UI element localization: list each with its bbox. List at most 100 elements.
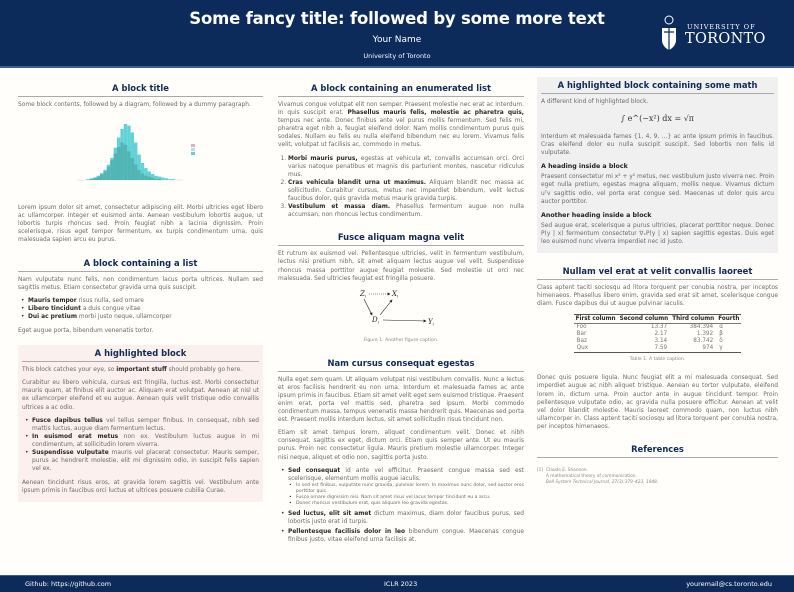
paragraph: This block catches your eye, so importan… <box>22 367 243 374</box>
data-table: First column Second column Third column Fou… <box>573 314 742 354</box>
figure-block: Fusce aliquam magna velit Et rutrum ex e… <box>278 229 524 343</box>
hist-bar-overlay <box>96 176 100 181</box>
hist-bar-overlay <box>99 174 103 181</box>
hist-bar <box>150 174 154 181</box>
author-name: Your Name <box>372 35 422 45</box>
hist-bar-overlay <box>123 144 127 181</box>
hist-bar-overlay <box>102 171 107 181</box>
table-row: Foo 13.37 384.394 α <box>576 324 723 331</box>
block-heading: References <box>537 444 778 458</box>
block-heading: A highlighted block containing some math <box>541 80 774 94</box>
node-x: Xi <box>391 290 399 299</box>
paragraph: Interdum et malesuada fames {1, 4, 9, …}… <box>541 134 774 157</box>
sub-list-item: Donec rhoncus vestibulum erat, quis aliq… <box>289 501 524 507</box>
references-block: References [1] Claude E. Shannon. A math… <box>537 441 778 486</box>
table-row: Qux 7.59 974 γ <box>573 345 742 354</box>
list-item: Libero tincidunt a duis congue vitae <box>21 305 263 313</box>
list-item: In euismod erat metus non ex. Vestibulum… <box>25 433 259 449</box>
figure-caption: Figure 1. Another figure caption. <box>363 337 439 343</box>
list-item: Pellentesque facilisis dolor in leo bibe… <box>281 528 524 544</box>
list-item: Dui ac pretium morbi justo neque, ullamc… <box>21 313 263 321</box>
list-item: Fusce dapibus tellus vel tellus semper f… <box>25 417 259 433</box>
paragraph: Et rutrum ex euismod vel. Pellentesque u… <box>278 251 524 282</box>
list-item: Mauris tempor risus nulla, sed ornare <box>21 297 263 305</box>
poster-title: Some fancy title: followed by some more … <box>189 9 605 28</box>
list-item: Suspendisse vulputate mauris vel placera… <box>25 449 259 473</box>
nested-list-block: Nam cursus consequat egestas Nulla eget … <box>278 355 524 544</box>
table-row: Baz 3.14 83.742 δ <box>576 338 723 345</box>
column-middle: A block containing an enumerated list Vi… <box>278 80 524 554</box>
edge-d-x <box>379 299 393 315</box>
table-row: Bar 2.17 1.392 β <box>576 331 723 338</box>
sub-list-item: In sed est finibus, vulputate nunc gravi… <box>289 483 524 495</box>
node-z: Zi <box>359 290 367 299</box>
paragraph: Curabitur eu libero vehicula, cursus est… <box>22 380 259 411</box>
hist-bar <box>153 175 158 181</box>
block-heading: Nam cursus consequat egestas <box>278 358 524 372</box>
table-block: Nullam vel erat at velit convallis laore… <box>537 263 778 431</box>
email-link[interactable]: youremail@cs.toronto.edu <box>686 580 772 588</box>
hist-bar-overlay <box>89 178 93 181</box>
list-item: Vestibulum et massa diam. Phasellus ferm… <box>288 203 524 219</box>
block-heading: A block title <box>18 83 263 97</box>
equation: ∫ e^(−x²) dx = √π <box>620 114 695 124</box>
numbered-list: Morbi mauris purus, egestas at vehicula … <box>278 155 524 220</box>
table-header-row: First column Second column Third column Fou… <box>573 314 742 325</box>
block-heading: A block containing a list <box>18 258 263 272</box>
bullet-list: Sed consequat id ante vel efficitur. Pra… <box>278 467 524 544</box>
list-item: Sed luctus, elit sit amet dictum maximus… <box>281 510 524 526</box>
hist-bar-overlay <box>140 173 144 181</box>
causal-diagram: Zi Xi Di Yi <box>278 288 524 334</box>
hist-bar-overlay <box>106 166 110 181</box>
edge-z-d <box>363 298 373 316</box>
paragraph: Vivamus congue volutpat elit non semper.… <box>278 102 524 149</box>
conference-name: ICLR 2023 <box>384 580 418 588</box>
hist-bar <box>167 179 171 181</box>
hist-bar-overlay <box>150 177 154 181</box>
block-heading: A highlighted block <box>22 348 259 363</box>
histogram-figure <box>18 114 263 198</box>
hist-bar-overlay <box>147 176 151 181</box>
hist-bar-overlay <box>92 177 97 181</box>
hist-bar <box>164 178 168 181</box>
paragraph: Nam vulputate nunc felis, non condimentu… <box>18 276 263 291</box>
hist-bar <box>157 176 161 181</box>
poster-footer: Github: https://github.com ICLR 2023 you… <box>0 575 794 592</box>
hist-bar-overlay <box>153 178 158 181</box>
table-caption: Table 1. A table caption. <box>629 357 686 363</box>
hist-bar-overlay <box>157 178 161 181</box>
github-link[interactable]: Github: https://github.com <box>25 580 112 588</box>
sub-list: In sed est finibus, vulputate nunc gravi… <box>288 483 524 508</box>
list-item: Cras vehicula blandit urna ut maximus. A… <box>288 179 524 203</box>
hist-bar-overlay <box>109 160 114 181</box>
hist-bar-overlay <box>130 158 134 181</box>
hist-bar-overlay <box>119 142 124 181</box>
block-heading: A block containing an enumerated list <box>278 83 524 97</box>
node-y: Yi <box>428 318 435 327</box>
paragraph: Eget augue porta, bibendum venenatis tor… <box>18 328 154 335</box>
histogram-image <box>76 123 195 181</box>
highlighted-block: A highlighted block This block catches y… <box>18 345 263 503</box>
legend-swatch <box>190 144 195 148</box>
node-d: Di <box>371 316 380 325</box>
enumerated-list-block: A block containing an enumerated list Vi… <box>278 80 524 219</box>
hist-bar <box>170 179 175 181</box>
hist-bar <box>143 168 148 181</box>
hist-bar-overlay <box>133 164 137 181</box>
hist-bar <box>136 154 141 181</box>
paragraph: A different kind of highlighted block. <box>541 99 649 105</box>
list-block: A block containing a list Nam vulputate … <box>18 255 263 336</box>
sub-list-item: Fusce ornare dignissim nisi. Nam sit ame… <box>289 495 524 501</box>
edge-d-y <box>382 319 427 323</box>
hist-bar <box>133 142 137 181</box>
math-block: A highlighted block containing some math… <box>537 77 778 254</box>
hist-bar <box>160 177 165 181</box>
hist-bar-overlay <box>116 147 120 181</box>
block-heading: Nullam vel erat at velit convallis laore… <box>537 266 778 281</box>
hist-bar-overlay <box>113 153 117 181</box>
legend-swatch <box>190 152 195 156</box>
reference-item: [1] Claude E. Shannon. A mathematical th… <box>537 467 659 485</box>
hist-bar-overlay <box>126 151 131 181</box>
paragraph: Some block contents, followed by a diagr… <box>18 102 251 108</box>
institution: University of Toronto <box>363 52 431 60</box>
